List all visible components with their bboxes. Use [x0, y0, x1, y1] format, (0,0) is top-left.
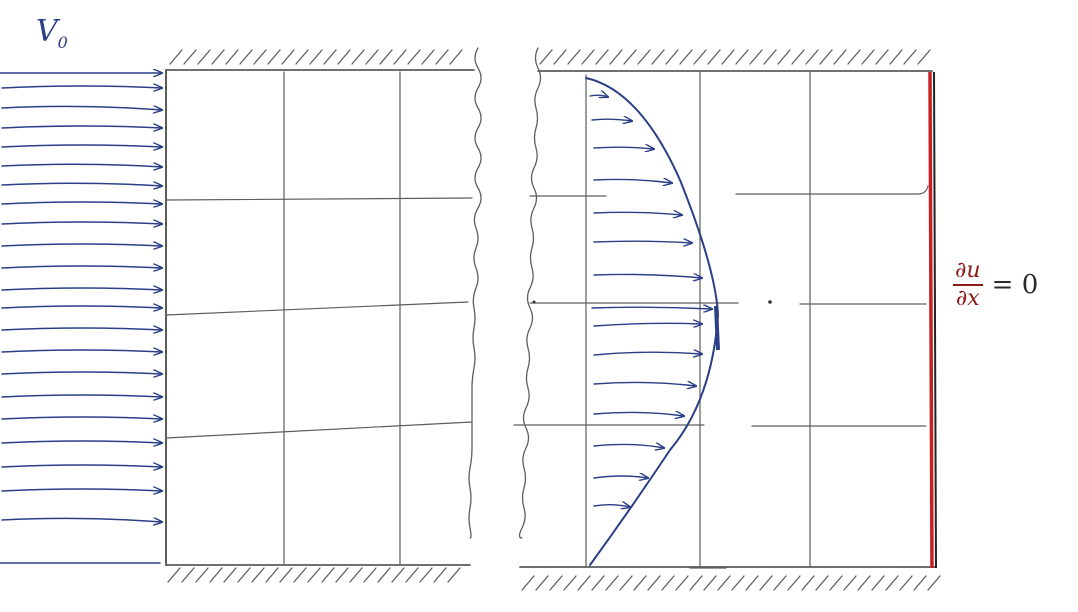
inlet-velocity-symbol: V: [36, 14, 58, 49]
outlet-boundary-red: [928, 71, 934, 569]
right-top-wall-hatching: [539, 49, 931, 65]
outlet-condition-denominator: ∂x: [953, 284, 983, 312]
mesh-center-dot: [768, 300, 772, 304]
left-cut-line: [468, 47, 482, 539]
outlet-condition-rhs: = 0: [991, 270, 1039, 300]
outlet-condition-fraction: ∂u ∂x: [953, 258, 983, 312]
left-top-wall-hatching: [169, 49, 463, 65]
outlet-boundary-dark: [933, 71, 937, 569]
left-bottom-wall-hatching: [167, 567, 461, 583]
right-bottom-wall-hatching: [521, 575, 941, 591]
outlet-condition-label: ∂u ∂x = 0: [953, 258, 1038, 312]
mesh-left-dot: [532, 300, 536, 304]
outlet-condition-numerator: ∂u: [955, 258, 981, 283]
inlet-velocity-arrows: [0, 73, 162, 564]
profile-velocity-arrows: [589, 95, 712, 507]
right-cut-line: [518, 47, 542, 539]
inlet-velocity-label: V0: [36, 14, 68, 52]
inlet-velocity-subscript: 0: [57, 33, 68, 52]
left-panel: [0, 47, 482, 583]
right-panel: [513, 47, 941, 591]
profile-peak-mark: [714, 305, 720, 351]
left-mesh-grid: [165, 71, 473, 566]
right-mesh-grid: [513, 71, 929, 569]
velocity-profile-curve: [585, 77, 719, 566]
